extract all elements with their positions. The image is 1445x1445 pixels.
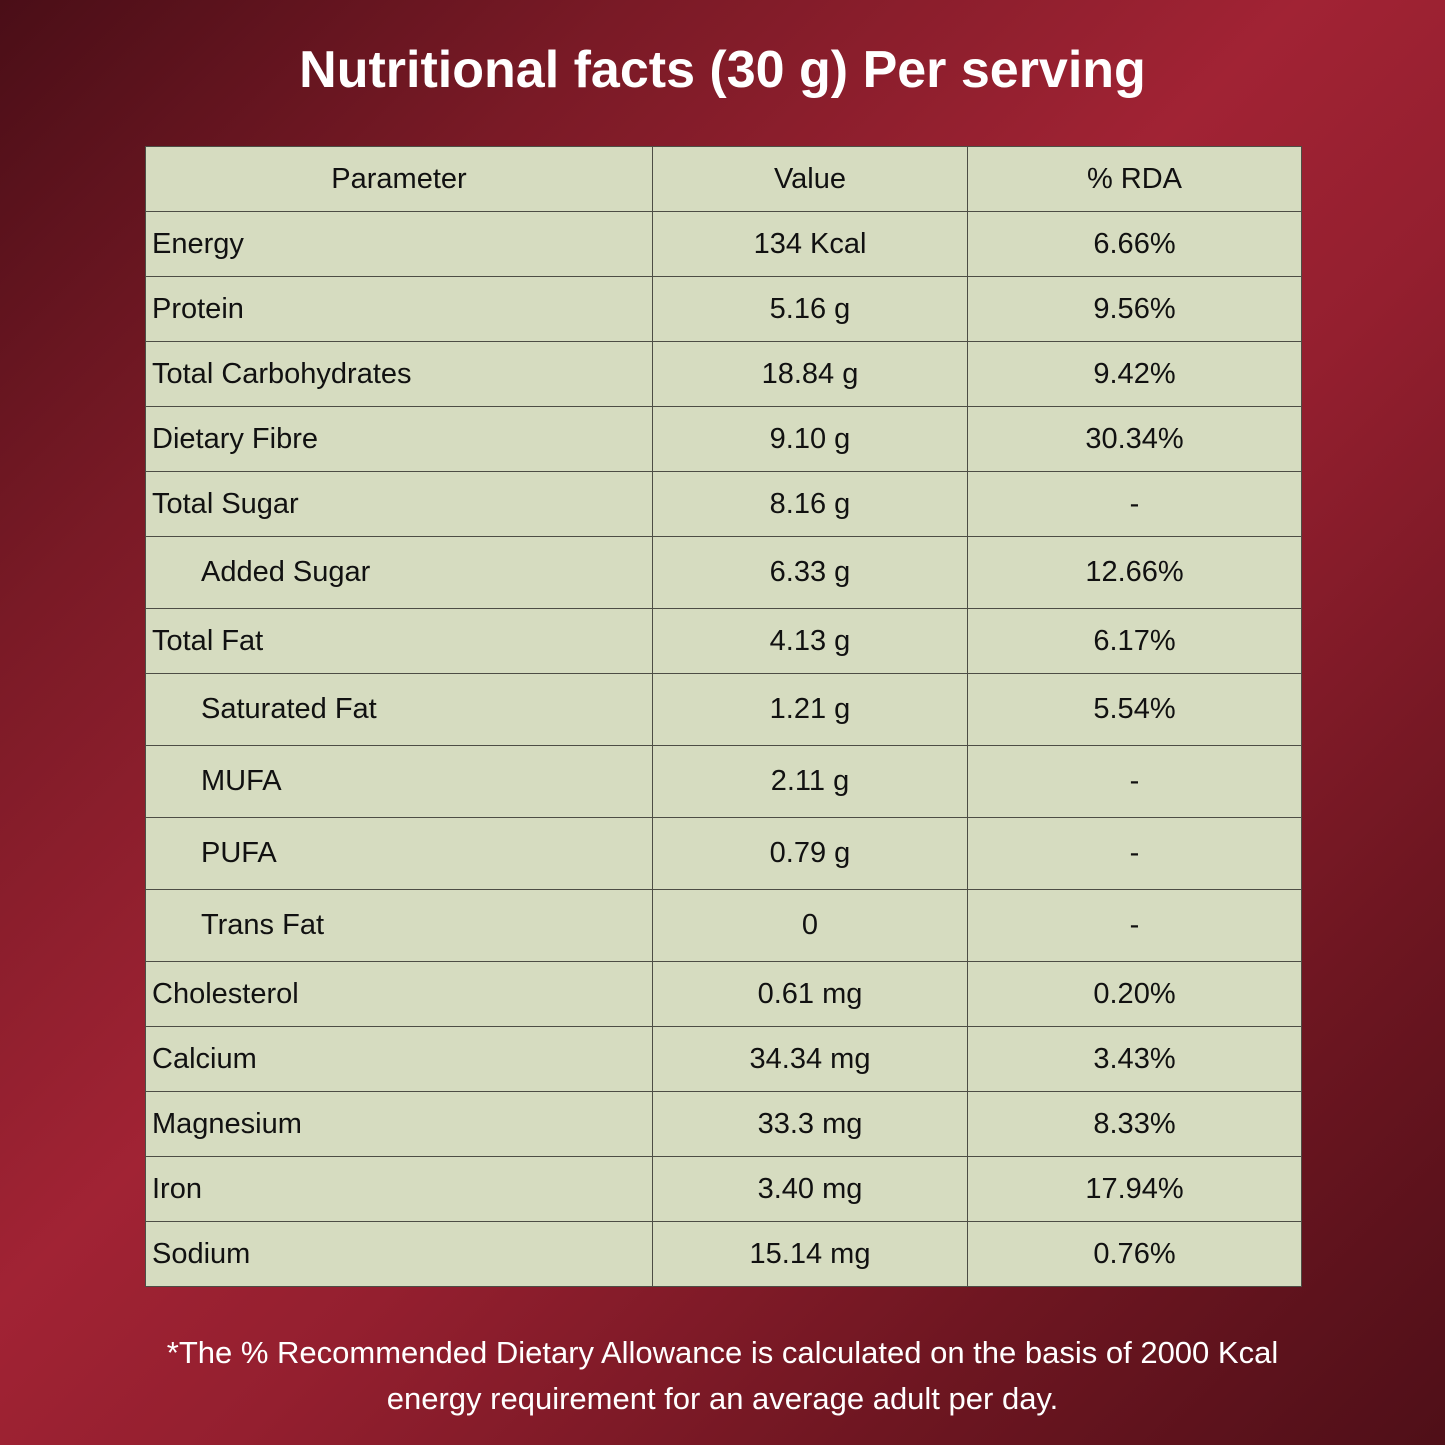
header-cell: Parameter xyxy=(145,146,653,212)
table-row: Total Carbohydrates 18.84 g 9.42% xyxy=(145,341,1302,407)
table-cell: Sodium xyxy=(145,1221,653,1287)
table-cell: 0.20% xyxy=(967,961,1302,1027)
table-cell: Added Sugar xyxy=(145,536,653,609)
table-cell: Total Fat xyxy=(145,608,653,674)
header-row: Parameter Value% RDA xyxy=(145,146,1302,212)
table-cell: 3.43% xyxy=(967,1026,1302,1092)
table-cell: 5.54% xyxy=(967,673,1302,746)
table-row: Iron 3.40 mg 17.94% xyxy=(145,1156,1302,1222)
table-cell: 6.33 g xyxy=(652,536,968,609)
table-cell: 1.21 g xyxy=(652,673,968,746)
table-cell: 8.16 g xyxy=(652,471,968,537)
table-cell: MUFA xyxy=(145,745,653,818)
table-cell: Cholesterol xyxy=(145,961,653,1027)
table-row: Energy 134 Kcal 6.66% xyxy=(145,211,1302,277)
table-row: Calcium 34.34 mg 3.43% xyxy=(145,1026,1302,1092)
table-row: MUFA 2.11 g- xyxy=(145,745,1302,818)
table-cell: Iron xyxy=(145,1156,653,1222)
table-cell: 134 Kcal xyxy=(652,211,968,277)
table-cell: PUFA xyxy=(145,817,653,890)
table-cell: Energy xyxy=(145,211,653,277)
table-cell: 12.66% xyxy=(967,536,1302,609)
table-cell: 33.3 mg xyxy=(652,1091,968,1157)
table-cell: Trans Fat xyxy=(145,889,653,962)
table-cell: Dietary Fibre xyxy=(145,406,653,472)
table-cell: 6.66% xyxy=(967,211,1302,277)
table-cell: 18.84 g xyxy=(652,341,968,407)
table-cell: 0.61 mg xyxy=(652,961,968,1027)
table-cell: Protein xyxy=(145,276,653,342)
table-cell: 6.17% xyxy=(967,608,1302,674)
table-cell: 34.34 mg xyxy=(652,1026,968,1092)
table-row: Total Sugar 8.16 g- xyxy=(145,471,1302,537)
nutrition-table: Parameter Value% RDA Energy 134 Kcal 6.66% P… xyxy=(145,146,1302,1287)
table-cell: 9.10 g xyxy=(652,406,968,472)
table-cell: - xyxy=(967,889,1302,962)
table-row: Saturated Fat 1.21 g 5.54% xyxy=(145,673,1302,746)
table-cell: 15.14 mg xyxy=(652,1221,968,1287)
table-row: Trans Fat 0- xyxy=(145,889,1302,962)
table-cell: 8.33% xyxy=(967,1091,1302,1157)
table-cell: 17.94% xyxy=(967,1156,1302,1222)
table-cell: - xyxy=(967,745,1302,818)
table-body: Energy 134 Kcal 6.66% Protein 5.16 g 9.56% Tot… xyxy=(145,211,1302,1287)
table-row: PUFA 0.79 g- xyxy=(145,817,1302,890)
table-cell: 0.79 g xyxy=(652,817,968,890)
table-cell: 5.16 g xyxy=(652,276,968,342)
table-cell: Magnesium xyxy=(145,1091,653,1157)
table-cell: 2.11 g xyxy=(652,745,968,818)
table-row: Dietary Fibre 9.10 g 30.34% xyxy=(145,406,1302,472)
table-cell: Total Carbohydrates xyxy=(145,341,653,407)
table-cell: 9.56% xyxy=(967,276,1302,342)
table-row: Added Sugar 6.33 g 12.66% xyxy=(145,536,1302,609)
table-cell: Saturated Fat xyxy=(145,673,653,746)
table-cell: 9.42% xyxy=(967,341,1302,407)
table-cell: - xyxy=(967,817,1302,890)
table-row: Magnesium 33.3 mg 8.33% xyxy=(145,1091,1302,1157)
table-cell: Total Sugar xyxy=(145,471,653,537)
table-cell: 0.76% xyxy=(967,1221,1302,1287)
table-row: Sodium 15.14 mg 0.76% xyxy=(145,1221,1302,1287)
table-row: Total Fat 4.13 g 6.17% xyxy=(145,608,1302,674)
table-cell: Calcium xyxy=(145,1026,653,1092)
table-row: Protein 5.16 g 9.56% xyxy=(145,276,1302,342)
title: Nutritional facts (30 g) Per serving xyxy=(299,41,1146,99)
table-cell: 30.34% xyxy=(967,406,1302,472)
table-cell: 3.40 mg xyxy=(652,1156,968,1222)
table-cell: 4.13 g xyxy=(652,608,968,674)
table-row: Cholesterol 0.61 mg 0.20% xyxy=(145,961,1302,1027)
footnote: *The % Recommended Dietary Allowance is … xyxy=(166,1335,1279,1416)
table-cell: - xyxy=(967,471,1302,537)
header-cell: Value xyxy=(652,146,968,212)
header-cell: % RDA xyxy=(967,146,1302,212)
table-cell: 0 xyxy=(652,889,968,962)
